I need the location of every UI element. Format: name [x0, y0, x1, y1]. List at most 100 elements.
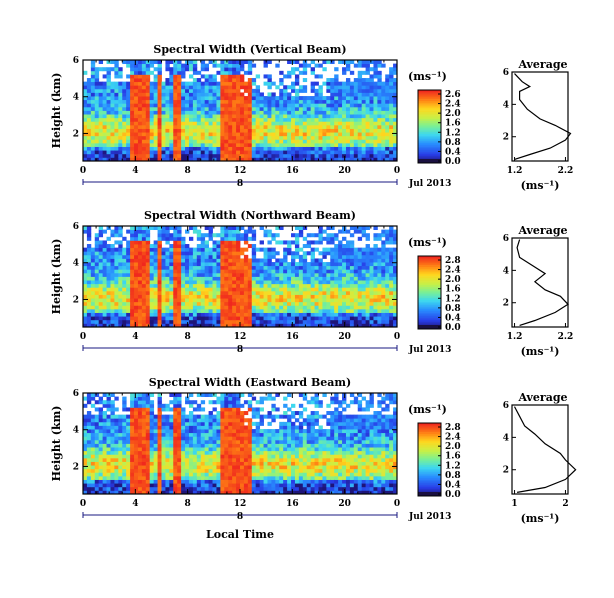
heatmap-cell — [385, 157, 390, 162]
heatmap-cell — [318, 319, 323, 324]
heatmap-cell — [322, 265, 327, 270]
heatmap-cell — [306, 276, 312, 281]
heatmap-cell — [106, 454, 111, 459]
heatmap-cell — [389, 128, 394, 133]
heatmap-cell — [134, 414, 139, 419]
heatmap-cell — [247, 103, 253, 108]
heatmap-cell — [342, 254, 347, 259]
heatmap-cell — [204, 290, 210, 295]
heatmap-cell — [98, 106, 104, 111]
heatmap-cell — [381, 269, 386, 274]
heatmap-cell — [338, 240, 343, 245]
heatmap-cell — [263, 308, 268, 313]
heatmap-cell — [106, 294, 111, 299]
heatmap-cell — [291, 272, 296, 277]
heatmap-cell — [310, 106, 315, 111]
heatmap-cell — [192, 294, 198, 299]
heatmap-cell — [275, 85, 280, 90]
heatmap-cell — [224, 233, 229, 238]
heatmap-cell — [267, 114, 272, 119]
heatmap-cell — [236, 269, 241, 274]
heatmap-cell — [298, 283, 304, 288]
heatmap-cell — [259, 121, 264, 126]
heatmap-cell — [212, 308, 217, 313]
heatmap-cell — [240, 290, 245, 295]
heatmap-cell — [349, 280, 355, 285]
heatmap-cell — [208, 283, 213, 288]
heatmap-cell — [369, 153, 374, 158]
heatmap-cell — [357, 301, 363, 306]
heatmap-cell — [173, 139, 178, 144]
heatmap-cell — [126, 244, 131, 249]
colorbar: 2.62.42.01.61.20.80.40.0(ms⁻¹) — [408, 70, 461, 167]
heatmap-cell — [169, 81, 174, 86]
heatmap-cell — [251, 251, 257, 256]
heatmap-cell — [353, 153, 359, 158]
heatmap-cell — [83, 472, 88, 477]
heatmap-cell — [169, 400, 174, 405]
heatmap-cell — [173, 443, 178, 448]
heatmap-cell — [165, 490, 170, 495]
heatmap-cell — [345, 110, 351, 115]
heatmap-cell — [86, 283, 92, 288]
heatmap-cell — [326, 272, 331, 277]
heatmap-cell — [306, 312, 312, 317]
heatmap-cell — [130, 479, 135, 484]
heatmap-cell — [377, 287, 382, 292]
heatmap-cell — [310, 103, 315, 108]
heatmap-cell — [243, 262, 249, 267]
heatmap-cell — [200, 157, 206, 162]
heatmap-cell — [232, 283, 237, 288]
average-x-tick-label: 2.2 — [558, 332, 574, 342]
heatmap-cell — [122, 298, 127, 303]
heatmap-cell — [240, 117, 245, 122]
heatmap-cell — [294, 287, 300, 292]
heatmap-cell — [110, 443, 115, 448]
heatmap-cell — [212, 63, 217, 68]
heatmap-cell — [114, 490, 119, 495]
heatmap-cell — [130, 411, 135, 416]
heatmap-cell — [365, 265, 370, 270]
heatmap-cell — [145, 70, 151, 75]
heatmap-cell — [287, 103, 292, 108]
heatmap-cell — [236, 258, 241, 263]
heatmap-cell — [259, 139, 264, 144]
heatmap-cell — [240, 92, 245, 97]
heatmap-cell — [94, 490, 100, 495]
heatmap-cell — [259, 276, 264, 281]
heatmap-cell — [208, 92, 213, 97]
heatmap-cell — [330, 319, 335, 324]
heatmap-cell — [279, 294, 284, 299]
heatmap-cell — [298, 298, 304, 303]
heatmap-cell — [137, 393, 143, 398]
heatmap-cell — [98, 457, 104, 462]
heatmap-cell — [98, 132, 104, 137]
heatmap-cell — [365, 67, 370, 72]
heatmap-cell — [365, 157, 370, 162]
heatmap-cell — [326, 142, 331, 147]
heatmap-cell — [291, 124, 296, 129]
heatmap-cell — [106, 414, 111, 419]
heatmap-cell — [389, 146, 394, 151]
x-tick-label: 8 — [185, 166, 191, 176]
heatmap-cell — [130, 287, 135, 292]
heatmap-cell — [381, 106, 386, 111]
heatmap-cell — [98, 323, 104, 328]
heatmap-cell — [216, 150, 221, 155]
heatmap-cell — [134, 454, 139, 459]
heatmap-cell — [165, 450, 170, 455]
heatmap-cell — [126, 486, 131, 491]
heatmap-cell — [118, 103, 123, 108]
heatmap-cell — [243, 229, 249, 234]
heatmap-cell — [83, 450, 88, 455]
heatmap-cell — [173, 465, 178, 470]
heatmap-cell — [200, 269, 206, 274]
heatmap-cell — [389, 132, 394, 137]
heatmap-cell — [243, 99, 249, 104]
heatmap-cell — [137, 251, 143, 256]
heatmap-cell — [208, 96, 213, 101]
heatmap-cell — [94, 479, 100, 484]
heatmap-cell — [157, 411, 162, 416]
heatmap-cell — [385, 139, 390, 144]
heatmap-cell — [334, 103, 339, 108]
